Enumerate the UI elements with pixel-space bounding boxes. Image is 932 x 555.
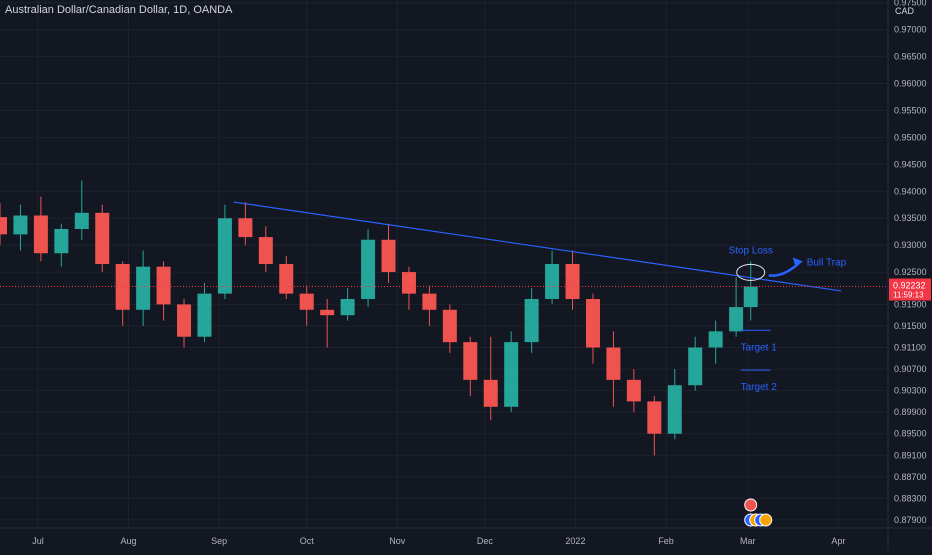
candle-body bbox=[115, 264, 130, 310]
candle-body bbox=[95, 212, 110, 264]
drawings[interactable]: Stop Loss Bull Trap Target 1 Target 2 bbox=[0, 201, 888, 527]
x-tick-label: Aug bbox=[121, 536, 137, 546]
candle-body bbox=[442, 309, 457, 343]
candle-body bbox=[279, 264, 294, 294]
candle-body bbox=[0, 217, 7, 235]
candle-body bbox=[647, 401, 662, 434]
bull-trap-label: Bull Trap bbox=[807, 257, 847, 268]
candle-body bbox=[626, 379, 641, 402]
candle-body bbox=[258, 237, 273, 264]
candle-body bbox=[156, 266, 171, 305]
candle-body bbox=[13, 215, 28, 235]
grid bbox=[0, 0, 888, 528]
candle-body bbox=[177, 304, 192, 337]
y-tick-label: 0.96000 bbox=[894, 79, 927, 89]
target-1-label: Target 1 bbox=[741, 342, 778, 353]
y-tick-label: 0.88300 bbox=[894, 493, 927, 503]
candle-body bbox=[483, 379, 498, 407]
instrument-title: Australian Dollar/Canadian Dollar, 1D, O… bbox=[5, 4, 233, 16]
candle-body bbox=[197, 293, 212, 337]
candle-body bbox=[422, 293, 437, 310]
x-tick-label: Oct bbox=[300, 536, 315, 546]
x-tick-label: Nov bbox=[389, 536, 406, 546]
candle-body bbox=[361, 239, 376, 300]
y-tick-label: 0.87900 bbox=[894, 515, 927, 525]
y-tick-label: 0.91100 bbox=[894, 343, 926, 353]
y-tick-label: 0.94500 bbox=[894, 159, 927, 169]
candles bbox=[0, 180, 758, 456]
y-tick-label: 0.89500 bbox=[894, 429, 927, 439]
target-2-label: Target 2 bbox=[741, 382, 778, 393]
y-tick-label: 0.93000 bbox=[894, 240, 927, 250]
last-price-tag bbox=[889, 278, 931, 301]
candle-body bbox=[238, 218, 253, 238]
candle-body bbox=[729, 307, 744, 332]
y-tick-label: 0.91500 bbox=[894, 321, 927, 331]
candle-body bbox=[463, 342, 478, 380]
candle-body bbox=[708, 331, 723, 348]
y-tick-label: 0.97500 bbox=[894, 0, 927, 8]
y-tick-label: 0.95000 bbox=[894, 132, 927, 142]
bull-trap-arrowhead bbox=[792, 257, 803, 268]
candle-body bbox=[54, 228, 69, 254]
candle-body bbox=[688, 347, 703, 386]
y-tick-label: 0.89900 bbox=[894, 407, 927, 417]
y-tick-label: 0.94000 bbox=[894, 186, 927, 196]
candle-body bbox=[340, 299, 355, 316]
candle-body bbox=[585, 299, 600, 348]
bar-countdown: 11:59:13 bbox=[893, 291, 924, 300]
economic-event-marker bbox=[759, 513, 773, 527]
y-tick-label: 0.90300 bbox=[894, 386, 927, 396]
candle-body bbox=[33, 215, 48, 254]
y-tick-label: 0.93500 bbox=[894, 213, 927, 223]
x-tick-label: Jul bbox=[32, 536, 44, 546]
y-tick-label: 0.91900 bbox=[894, 299, 927, 309]
candle-body bbox=[606, 347, 621, 380]
x-tick-label: Apr bbox=[831, 536, 845, 546]
y-tick-label: 0.88700 bbox=[894, 472, 927, 482]
stop-loss-label: Stop Loss bbox=[728, 245, 772, 256]
candle-body bbox=[504, 342, 519, 407]
candle-body bbox=[217, 218, 232, 294]
candle-body bbox=[136, 266, 151, 310]
candle-body bbox=[381, 239, 396, 273]
x-tick-label: Mar bbox=[740, 536, 756, 546]
last-price-value: 0.92232 bbox=[893, 281, 926, 291]
y-tick-label: 0.89100 bbox=[894, 450, 927, 460]
y-tick-label: 0.96500 bbox=[894, 52, 927, 62]
y-tick-label: 0.92500 bbox=[894, 267, 927, 277]
candle-body bbox=[524, 299, 539, 343]
y-tick-label: 0.95500 bbox=[894, 105, 927, 115]
x-tick-label: 2022 bbox=[565, 536, 585, 546]
y-tick-label: 0.97000 bbox=[894, 25, 927, 35]
candle-body bbox=[743, 286, 758, 308]
x-tick-label: Dec bbox=[477, 536, 494, 546]
candle-body bbox=[545, 264, 560, 300]
candle-body bbox=[74, 212, 89, 229]
candle-body bbox=[299, 293, 314, 310]
candle-body bbox=[565, 264, 580, 300]
bull-trap-arrow bbox=[768, 262, 800, 277]
candle-body bbox=[667, 385, 682, 434]
x-tick-label: Sep bbox=[211, 536, 227, 546]
economic-event-marker bbox=[744, 498, 758, 512]
descending-trendline bbox=[233, 201, 842, 292]
currency-label: CAD bbox=[894, 6, 914, 16]
y-tick-label: 0.90700 bbox=[894, 364, 927, 374]
x-tick-label: Feb bbox=[658, 536, 674, 546]
candle-body bbox=[401, 272, 416, 294]
stop-loss-ellipse bbox=[736, 263, 766, 281]
candle-body bbox=[320, 309, 335, 316]
